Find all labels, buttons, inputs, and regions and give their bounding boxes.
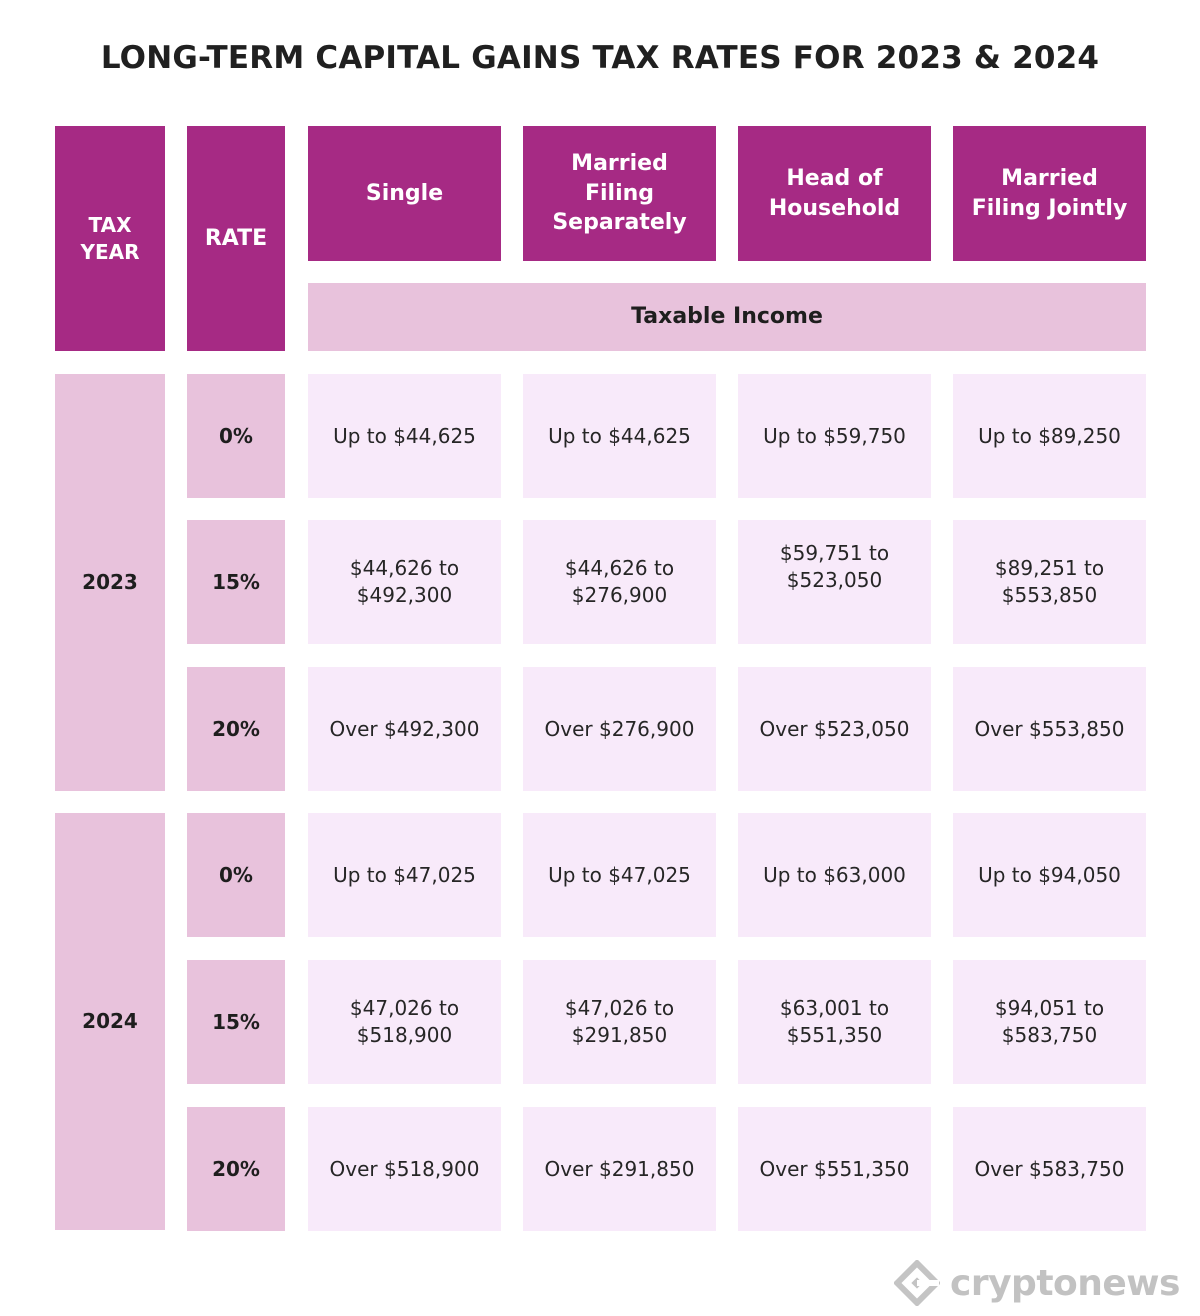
cryptonews-logo: cryptonews xyxy=(892,1258,1181,1308)
rate-cell: 15% xyxy=(187,520,285,644)
header-married-filing-jointly: Married Filing Jointly xyxy=(953,126,1146,261)
rate-cell: 15% xyxy=(187,960,285,1084)
value-cell: Up to $63,000 xyxy=(738,813,931,937)
rate-cell: 0% xyxy=(187,374,285,498)
year-cell-2024: 2024 xyxy=(55,813,165,1230)
value-cell: $47,026 to $291,850 xyxy=(523,960,716,1084)
value-cell: $59,751 to $523,050 xyxy=(738,520,931,644)
header-tax-year: TAX YEAR xyxy=(55,126,165,351)
value-cell: Over $553,850 xyxy=(953,667,1146,791)
value-cell: Up to $44,625 xyxy=(523,374,716,498)
header-married-filing-separately: Married Filing Separately xyxy=(523,126,716,261)
value-cell: Over $551,350 xyxy=(738,1107,931,1231)
header-rate: RATE xyxy=(187,126,285,351)
value-cell: Up to $89,250 xyxy=(953,374,1146,498)
header-single: Single xyxy=(308,126,501,261)
value-cell: Up to $47,025 xyxy=(523,813,716,937)
value-cell: $47,026 to $518,900 xyxy=(308,960,501,1084)
taxable-income-label: Taxable Income xyxy=(308,283,1146,351)
value-cell: $63,001 to $551,350 xyxy=(738,960,931,1084)
rate-cell: 0% xyxy=(187,813,285,937)
value-cell: Up to $59,750 xyxy=(738,374,931,498)
value-cell: $44,626 to $492,300 xyxy=(308,520,501,644)
rate-cell: 20% xyxy=(187,667,285,791)
page-title: LONG-TERM CAPITAL GAINS TAX RATES FOR 20… xyxy=(100,40,1100,76)
value-cell: Over $583,750 xyxy=(953,1107,1146,1231)
header-head-of-household: Head of Household xyxy=(738,126,931,261)
rate-cell: 20% xyxy=(187,1107,285,1231)
value-cell: $94,051 to $583,750 xyxy=(953,960,1146,1084)
value-cell: Up to $94,050 xyxy=(953,813,1146,937)
logo-wordmark: cryptonews xyxy=(949,1262,1181,1304)
value-cell: $44,626 to $276,900 xyxy=(523,520,716,644)
value-cell: Up to $47,025 xyxy=(308,813,501,937)
value-cell: $89,251 to $553,850 xyxy=(953,520,1146,644)
value-cell: Over $291,850 xyxy=(523,1107,716,1231)
value-cell: Over $276,900 xyxy=(523,667,716,791)
cryptonews-logo-icon xyxy=(892,1258,942,1308)
value-cell: Up to $44,625 xyxy=(308,374,501,498)
value-cell: Over $523,050 xyxy=(738,667,931,791)
value-cell: Over $492,300 xyxy=(308,667,501,791)
year-cell-2023: 2023 xyxy=(55,374,165,791)
value-cell: Over $518,900 xyxy=(308,1107,501,1231)
